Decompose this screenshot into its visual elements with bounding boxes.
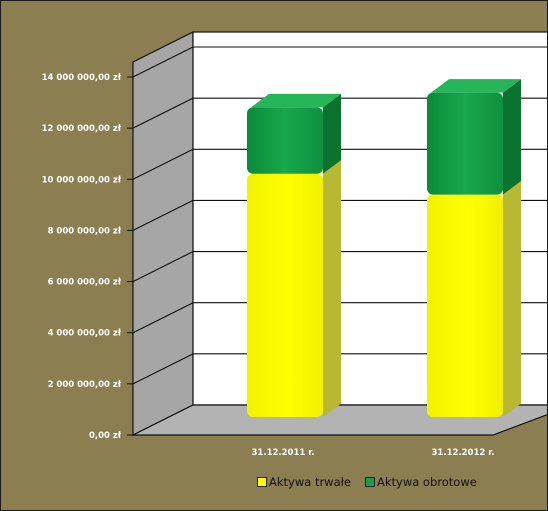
bar-aktywa-trwa-e xyxy=(427,194,503,417)
gridline-side xyxy=(132,199,194,231)
y-tick-label: 0,00 zł xyxy=(89,431,122,441)
gridline-side xyxy=(132,148,194,180)
y-tick-label: 8 000 000,00 zł xyxy=(48,226,122,236)
legend-label-aktywa-obrotowe: Aktywa obrotowe xyxy=(376,475,477,489)
gridline-side xyxy=(132,353,194,385)
y-tick-label: 6 000 000,00 zł xyxy=(48,278,122,288)
bar-side-aktywa-trwa-e xyxy=(323,160,341,417)
legend-entry-aktywa-trwale: Aktywa trwałe xyxy=(257,475,351,489)
bar-top-aktywa-obrotowe xyxy=(251,93,341,108)
y-tick-label: 14 000 000,00 zł xyxy=(42,73,122,83)
y-tick-label: 2 000 000,00 zł xyxy=(48,380,122,390)
x-tick-label: 31.12.2011 r. xyxy=(252,448,315,458)
gridline-side xyxy=(132,302,194,334)
chart-legend: Aktywa trwałe Aktywa obrotowe xyxy=(257,475,477,489)
bar-aktywa-trwa-e xyxy=(247,173,323,417)
y-tick-label: 4 000 000,00 zł xyxy=(48,329,122,339)
legend-label-aktywa-trwale: Aktywa trwałe xyxy=(269,475,351,489)
x-tick-label: 31.12.2012 r. xyxy=(432,448,495,458)
bar-side-aktywa-obrotowe xyxy=(503,79,521,195)
legend-swatch-aktywa-obrotowe xyxy=(364,477,375,487)
bar-side-aktywa-obrotowe xyxy=(323,93,341,174)
side-wall xyxy=(132,31,194,436)
gridline-side xyxy=(132,251,194,283)
y-tick-label: 10 000 000,00 zł xyxy=(42,175,122,185)
y-tick-label: 12 000 000,00 zł xyxy=(42,124,122,134)
bar-top-aktywa-obrotowe xyxy=(431,79,521,93)
bar-side-aktywa-trwa-e xyxy=(503,181,521,417)
gridline-side xyxy=(132,97,194,129)
legend-entry-aktywa-obrotowe: Aktywa obrotowe xyxy=(364,475,477,489)
bar-aktywa-obrotowe xyxy=(427,92,503,195)
bar-aktywa-obrotowe xyxy=(247,107,323,174)
gridline-side xyxy=(132,46,194,78)
legend-swatch-aktywa-trwale xyxy=(257,477,267,487)
